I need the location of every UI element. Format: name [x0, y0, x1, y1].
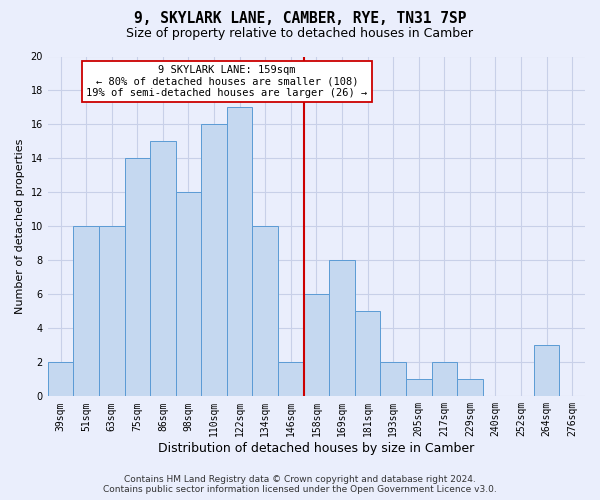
Text: Contains HM Land Registry data © Crown copyright and database right 2024.
Contai: Contains HM Land Registry data © Crown c… — [103, 474, 497, 494]
Y-axis label: Number of detached properties: Number of detached properties — [15, 138, 25, 314]
Bar — [355, 312, 380, 396]
Bar — [227, 108, 253, 397]
Bar — [380, 362, 406, 396]
Bar — [431, 362, 457, 396]
Text: Size of property relative to detached houses in Camber: Size of property relative to detached ho… — [127, 28, 473, 40]
Bar — [406, 380, 431, 396]
Bar — [278, 362, 304, 396]
Bar — [534, 346, 559, 397]
Bar — [253, 226, 278, 396]
Bar — [176, 192, 201, 396]
Bar — [457, 380, 482, 396]
Bar — [99, 226, 125, 396]
Text: 9 SKYLARK LANE: 159sqm
← 80% of detached houses are smaller (108)
19% of semi-de: 9 SKYLARK LANE: 159sqm ← 80% of detached… — [86, 65, 367, 98]
Bar — [201, 124, 227, 396]
Bar — [73, 226, 99, 396]
Text: 9, SKYLARK LANE, CAMBER, RYE, TN31 7SP: 9, SKYLARK LANE, CAMBER, RYE, TN31 7SP — [134, 11, 466, 26]
Bar — [329, 260, 355, 396]
Bar — [48, 362, 73, 396]
Bar — [304, 294, 329, 396]
Bar — [150, 142, 176, 396]
Bar — [125, 158, 150, 396]
X-axis label: Distribution of detached houses by size in Camber: Distribution of detached houses by size … — [158, 442, 475, 455]
